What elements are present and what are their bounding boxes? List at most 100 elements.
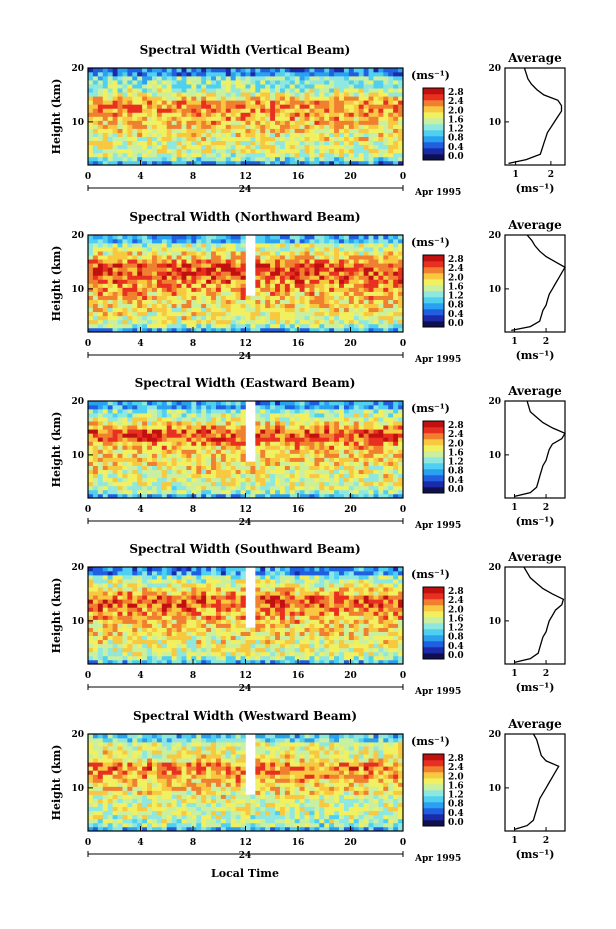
heatmap-cell [122, 239, 128, 244]
heatmap-cell [339, 128, 345, 133]
heatmap-cell [299, 239, 305, 244]
heatmap-cell [373, 659, 379, 665]
heatmap-cell [206, 136, 212, 142]
heatmap-cell [363, 473, 369, 479]
heatmap-cell [299, 68, 305, 73]
heatmap-cell [102, 112, 108, 117]
heatmap-cell [388, 120, 394, 125]
heatmap-cell [289, 327, 296, 333]
heatmap-cell [319, 291, 325, 296]
heatmap-cell [88, 68, 94, 73]
colorbar-swatch [423, 112, 444, 119]
heatmap-cell [97, 413, 104, 418]
heatmap-cell [373, 255, 379, 260]
heatmap-cell [275, 136, 281, 142]
heatmap-cell [398, 156, 404, 162]
heatmap-cell [235, 84, 241, 89]
heatmap-cell [314, 136, 320, 142]
heatmap-cell [393, 140, 399, 146]
panel-4: Spectral Width (Southward Beam)1020Heigh… [50, 542, 566, 697]
heatmap-cell [294, 295, 300, 300]
heatmap-cell [88, 315, 94, 321]
heatmap-cell [220, 68, 227, 73]
heatmap-cell [358, 92, 364, 97]
heatmap-cell [334, 445, 340, 450]
heatmap-cell [363, 647, 369, 653]
heatmap-cell [235, 124, 241, 129]
heatmap-cell [117, 160, 123, 166]
heatmap-cell [225, 405, 232, 410]
heatmap-cell [117, 267, 123, 272]
heatmap-cell [117, 76, 123, 81]
heatmap-cell [196, 441, 202, 446]
heatmap-cell [102, 437, 108, 442]
heatmap-cell [117, 477, 123, 483]
heatmap-cell [265, 235, 271, 240]
heatmap-cell [137, 307, 143, 313]
heatmap-cell [255, 251, 261, 256]
heatmap-cell [225, 136, 232, 142]
heatmap-cell [289, 303, 296, 309]
heatmap-cell [147, 659, 153, 665]
colorbar-swatch [423, 303, 444, 310]
heatmap-cell [92, 303, 99, 309]
heatmap-cell [127, 152, 133, 158]
heatmap-cell [329, 651, 335, 657]
heatmap-cell [378, 651, 384, 657]
heatmap-cell [235, 92, 241, 97]
heatmap-cell [201, 469, 207, 475]
heatmap-cell [373, 409, 379, 414]
heatmap-cell [393, 493, 399, 499]
heatmap-cell [122, 473, 128, 479]
heatmap-cell [353, 148, 359, 154]
heatmap-cell [260, 247, 266, 252]
heatmap-cell [196, 239, 202, 244]
heatmap-cell [196, 311, 202, 317]
heatmap-cell [117, 100, 123, 105]
heatmap-cell [314, 267, 320, 272]
heatmap-cell [240, 152, 246, 158]
heatmap-cell [383, 413, 389, 418]
heatmap-cell [225, 152, 232, 158]
heatmap-cell [265, 128, 271, 133]
heatmap-cell [137, 72, 143, 77]
heatmap-cell [92, 128, 99, 133]
heatmap-cell [137, 263, 143, 268]
heatmap-cell [235, 299, 241, 305]
heatmap-cell [275, 477, 281, 483]
heatmap-cell [211, 96, 217, 101]
heatmap-cell [324, 148, 330, 154]
heatmap-cell [284, 291, 291, 296]
heatmap-cell [97, 84, 104, 89]
heatmap-cell [383, 128, 389, 133]
heatmap-cell [166, 275, 172, 280]
colorbar-swatch [423, 463, 444, 470]
heatmap-cell [156, 485, 163, 491]
heatmap-cell [181, 259, 187, 264]
heatmap-cell [225, 295, 232, 300]
heatmap-cell [181, 76, 187, 81]
heatmap-cell [137, 152, 143, 158]
heatmap-cell [151, 136, 158, 142]
heatmap-cell [270, 319, 276, 325]
heatmap-cell [279, 68, 286, 73]
heatmap-cell [284, 323, 291, 329]
heatmap-cell [353, 128, 359, 133]
heatmap-cell [181, 493, 187, 499]
heatmap-cell [97, 441, 104, 446]
heatmap-cell [117, 88, 123, 93]
heatmap-cell [117, 485, 123, 491]
heatmap-cell [353, 259, 359, 264]
heatmap-cell [176, 413, 182, 418]
heatmap-cell [324, 449, 330, 454]
heatmap-cell [191, 489, 197, 495]
heatmap-cell [279, 76, 286, 81]
heatmap-cell [107, 323, 113, 329]
heatmap-cell [314, 465, 320, 471]
heatmap-cell [235, 235, 241, 240]
heatmap-cell [122, 275, 128, 280]
heatmap-cell [393, 136, 399, 142]
heatmap-cell [383, 84, 389, 89]
heatmap-cell [117, 651, 123, 657]
heatmap-cell [201, 481, 207, 487]
